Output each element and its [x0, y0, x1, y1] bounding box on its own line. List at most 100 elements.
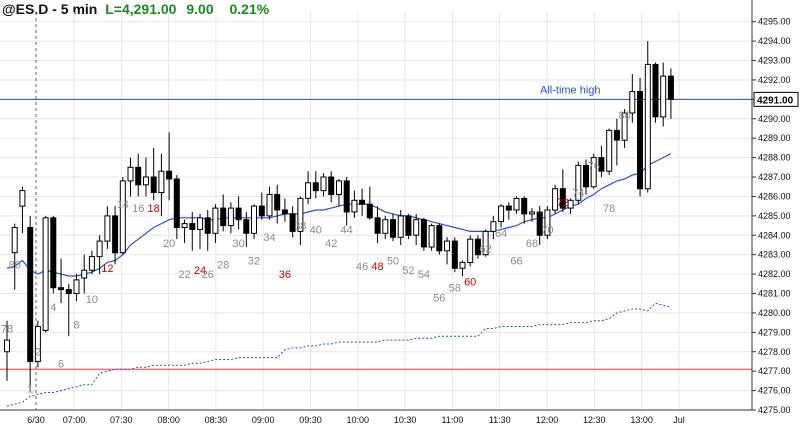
x-tick-label: Jul [673, 415, 685, 425]
bear-candle [65, 289, 72, 295]
bull-candle [251, 205, 257, 234]
bull-candle [11, 227, 18, 254]
bull-candle [621, 112, 628, 141]
bull-candle [127, 166, 134, 182]
bear-candle [166, 170, 173, 180]
bull-candle [529, 211, 535, 215]
bear-candle [366, 203, 373, 219]
bear-candle [474, 238, 481, 256]
y-tick-label: 4283.00 [758, 250, 791, 260]
bull-candle [297, 197, 304, 232]
y-tick-label: 4292.00 [758, 75, 791, 85]
bear-candle [359, 199, 366, 205]
candles [4, 41, 674, 391]
bar-count-label: 46 [356, 261, 368, 273]
bar-count-label: 24 [194, 265, 206, 277]
x-tick-label: 11:00 [441, 415, 463, 425]
bar-count-label: 30 [232, 238, 244, 250]
bear-candle [505, 205, 512, 211]
y-tick-label: 4295.00 [758, 17, 791, 27]
bear-candle [204, 217, 211, 234]
y-tick-label: 4281.00 [758, 289, 791, 299]
bar-count-label: 80 [9, 259, 21, 271]
bull-candle [444, 240, 450, 252]
x-tick-label: 12:00 [536, 415, 559, 425]
ema-line [6, 153, 672, 277]
y-tick-label: 4275.00 [758, 405, 791, 415]
bar-count-label: 72 [557, 197, 569, 209]
bar-count-label: 8 [73, 319, 79, 331]
bear-candle [583, 164, 589, 188]
y-tick-label: 4276.00 [758, 386, 791, 396]
bull-candle [382, 219, 389, 234]
x-tick-label: 10:00 [347, 415, 370, 425]
bear-candle [112, 215, 119, 254]
bear-candle [390, 219, 396, 238]
y-tick-label: 4282.00 [758, 269, 791, 279]
line-annotation-label: All-time high [540, 84, 601, 96]
bear-candle [420, 219, 427, 248]
x-tick-label: 10:30 [394, 415, 417, 425]
bar-count-label: 16 [132, 203, 144, 215]
bull-candle [73, 279, 80, 294]
bar-count-label: 6 [58, 358, 64, 370]
bar-count-label: 62 [480, 244, 492, 256]
bull-candle [428, 225, 435, 248]
percent-change-label: 0.21% [229, 1, 270, 17]
bull-candle [88, 256, 95, 271]
bear-candle [436, 225, 443, 252]
bull-candle [266, 194, 273, 217]
y-tick-label: 4279.00 [758, 327, 791, 337]
bear-candle [559, 188, 566, 209]
y-tick-label: 4277.00 [758, 366, 791, 376]
bar-count-label: 28 [217, 259, 229, 271]
x-tick-label: 09:00 [252, 415, 275, 425]
bar-count-label: 4 [50, 302, 56, 314]
bar-count-label: 78 [603, 203, 615, 215]
bull-candle [467, 238, 474, 263]
bar-count-label: 36 [279, 269, 291, 281]
x-tick-label: 08:00 [157, 415, 180, 425]
bear-candle [50, 217, 57, 289]
bull-candle [590, 157, 597, 188]
bull-candle [482, 230, 489, 256]
bull-candle [490, 221, 497, 232]
bar-count-label: 80 [618, 110, 630, 122]
bear-candle [637, 91, 643, 190]
bar-count-label: 66 [510, 255, 522, 267]
bar-count-label: 14 [117, 199, 129, 211]
y-tick-label: 4287.00 [758, 172, 791, 182]
bar-count-label: 2 [35, 347, 41, 359]
bear-candle [135, 166, 142, 186]
y-tick-label: 4285.00 [758, 211, 791, 221]
bar-count-label: 54 [418, 269, 430, 281]
bear-candle [220, 207, 227, 227]
y-tick-label: 4284.00 [758, 230, 791, 240]
bar-count-label: 26 [202, 269, 214, 281]
bull-candle [498, 205, 505, 223]
bear-candle [521, 197, 528, 215]
bull-candle [96, 240, 103, 258]
bear-candle [667, 75, 674, 100]
gridlines [0, 12, 752, 411]
bar-count-label: 38 [294, 220, 306, 232]
bull-candle [575, 164, 582, 201]
bear-candle [243, 219, 250, 234]
prior-day-dotted-line [6, 302, 672, 407]
bull-candle [567, 199, 574, 209]
bear-candle [150, 176, 157, 193]
bear-candle [598, 157, 605, 172]
bull-candle [81, 269, 88, 279]
bull-candle [629, 91, 636, 114]
bull-candle [413, 219, 420, 236]
bull-candle [320, 176, 327, 192]
y-tick-label: 4278.00 [758, 347, 791, 357]
bull-candle [660, 75, 667, 118]
bar-count-label: 76 [588, 160, 600, 172]
bar-count-label: 32 [248, 255, 260, 267]
y-tick-label: 4286.00 [758, 191, 791, 201]
bull-candle [158, 170, 165, 194]
bar-count-label: 74 [572, 187, 584, 199]
bar-count-label: 60 [464, 277, 476, 289]
x-tick-label: 07:00 [63, 415, 86, 425]
